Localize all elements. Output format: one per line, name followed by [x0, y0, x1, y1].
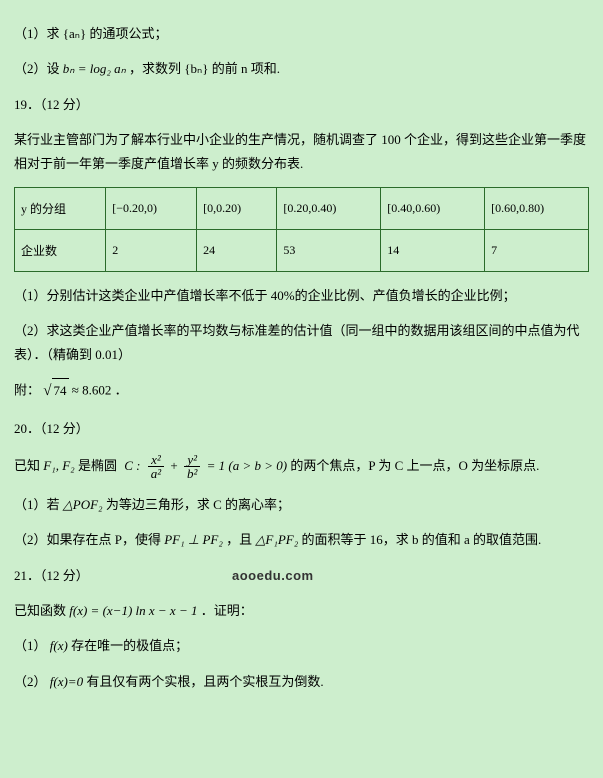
count-cell: 2: [106, 229, 197, 271]
col-header: [0,0.20): [197, 187, 277, 229]
q19-part2: （2）求这类企业产值增长率的平均数与标准差的估计值（同一组中的数据用该组区间的中…: [14, 319, 589, 366]
plus-sign: +: [170, 458, 177, 473]
text: 的两个焦点，P 为 C 上一点，O 为坐标原点.: [290, 458, 539, 473]
fx-def: f(x) = (x−1) ln x − x − 1: [69, 603, 197, 618]
text: 的面积等于 16，求 b 的值和 a 的取值范围.: [302, 532, 542, 547]
perp-cond: PF₁ ⊥ PF₂: [164, 532, 223, 547]
q21-part1: （1） f(x) 存在唯一的极值点；: [14, 634, 589, 657]
bn-def: bₙ = log₂ aₙ: [63, 61, 126, 76]
text: （1）: [14, 638, 47, 653]
col-header: [0.20,0.40): [277, 187, 381, 229]
q19-appendix: 附： √74 ≈ 8.602 ．: [14, 378, 589, 405]
watermark: aooedu.com: [232, 568, 314, 583]
q20-part2: （2）如果存在点 P，使得 PF₁ ⊥ PF₂ ，且 △F₁PF₂ 的面积等于 …: [14, 528, 589, 551]
text: （1）若: [14, 497, 60, 512]
text: 存在唯一的极值点；: [71, 638, 188, 653]
table-row: y 的分组 [−0.20,0) [0,0.20) [0.20,0.40) [0.…: [15, 187, 589, 229]
q19-intro: 某行业主管部门为了解本行业中小企业的生产情况，随机调查了 100 个企业，得到这…: [14, 128, 589, 175]
col-header: [0.40,0.60): [381, 187, 485, 229]
q21-intro: 已知函数 f(x) = (x−1) ln x − x − 1 ．证明：: [14, 599, 589, 622]
text: （2）设: [14, 61, 60, 76]
count-cell: 53: [277, 229, 381, 271]
text: ．: [115, 383, 128, 398]
text: ，且: [226, 532, 252, 547]
count-cell: 7: [485, 229, 589, 271]
fx: f(x): [50, 638, 68, 653]
q21-header-line: 21．（12 分） aooedu.com: [14, 564, 589, 587]
triangle-pof2: △POF₂: [63, 497, 103, 512]
text: 是椭圆: [78, 458, 117, 473]
seq-part1: （1）求 {aₙ} 的通项公式；: [14, 22, 589, 45]
text: 的前 n 项和.: [212, 61, 280, 76]
text: ．证明：: [201, 603, 253, 618]
numerator: x²: [148, 453, 164, 468]
text: （2）: [14, 674, 47, 689]
q20-header: 20．（12 分）: [14, 417, 589, 440]
text: 已知函数: [14, 603, 66, 618]
text: 的通项公式；: [89, 26, 167, 41]
count-cell: 14: [381, 229, 485, 271]
col-header: [−0.20,0): [106, 187, 197, 229]
radical-sign: √: [43, 383, 51, 399]
text: 附：: [14, 383, 40, 398]
text: ，求数列: [129, 61, 181, 76]
q21-part2: （2） f(x)=0 有且仅有两个实根，且两个实根互为倒数.: [14, 670, 589, 693]
count-cell: 24: [197, 229, 277, 271]
frac-x2a2: x² a²: [148, 453, 164, 481]
triangle-f1pf2: △F₁PF₂: [255, 532, 298, 547]
q19-header: 19．（12 分）: [14, 93, 589, 116]
ellipse-tail: = 1 (a > b > 0): [207, 458, 287, 473]
an-brace: {aₙ}: [63, 26, 86, 41]
frac-y2b2: y² b²: [184, 453, 200, 481]
table-row: 企业数 2 24 53 14 7: [15, 229, 589, 271]
radicand: 74: [52, 378, 69, 402]
q20-intro: 已知 F₁, F₂ 是椭圆 C : x² a² + y² b² = 1 (a >…: [14, 453, 589, 481]
numerator: y²: [184, 453, 200, 468]
q20-part1: （1）若 △POF₂ 为等边三角形，求 C 的离心率；: [14, 493, 589, 516]
q19-part1: （1）分别估计这类企业中产值增长率不低于 40%的企业比例、产值负增长的企业比例…: [14, 284, 589, 307]
exam-page: （1）求 {aₙ} 的通项公式； （2）设 bₙ = log₂ aₙ ，求数列 …: [0, 0, 603, 725]
q21-header: 21．（12 分）: [14, 568, 89, 583]
denominator: b²: [184, 467, 200, 481]
bn-brace: {bₙ}: [184, 61, 208, 76]
freq-table: y 的分组 [−0.20,0) [0,0.20) [0.20,0.40) [0.…: [14, 187, 589, 272]
col-header: [0.60,0.80): [485, 187, 589, 229]
text: 已知: [14, 458, 40, 473]
row-label: 企业数: [15, 229, 106, 271]
text: （2）如果存在点 P，使得: [14, 532, 161, 547]
denominator: a²: [148, 467, 164, 481]
row-label: y 的分组: [15, 187, 106, 229]
foci: F₁, F₂: [43, 458, 74, 473]
text: 有且仅有两个实根，且两个实根互为倒数.: [86, 674, 323, 689]
sqrt-74: √74: [43, 378, 68, 405]
seq-part2: （2）设 bₙ = log₂ aₙ ，求数列 {bₙ} 的前 n 项和.: [14, 57, 589, 80]
fx-eq0: f(x)=0: [50, 674, 83, 689]
approx-value: ≈ 8.602: [72, 383, 112, 398]
ellipse-label: C :: [124, 458, 140, 473]
text: （1）求: [14, 26, 60, 41]
text: 为等边三角形，求 C 的离心率；: [106, 497, 290, 512]
